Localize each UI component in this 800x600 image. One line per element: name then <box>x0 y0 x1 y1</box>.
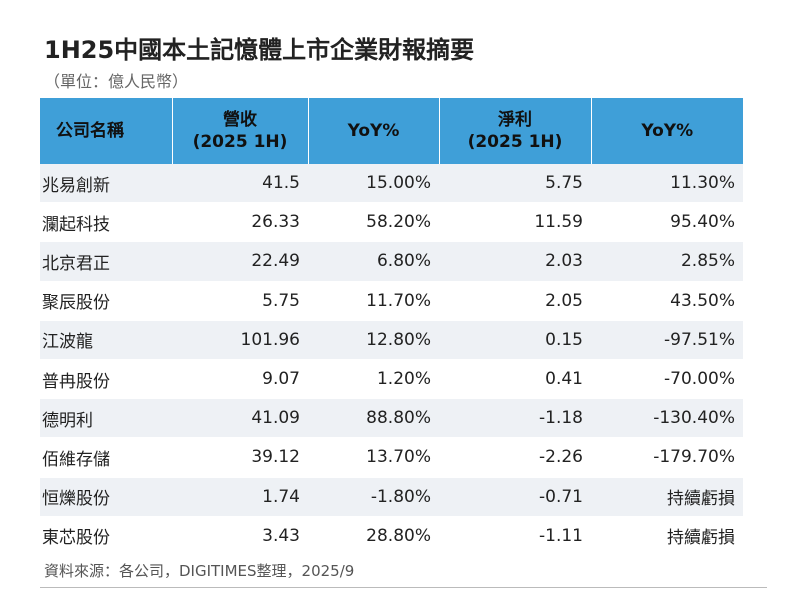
revenue-yoy-cell: -1.80% <box>308 477 439 517</box>
source-note: 資料來源：各公司，DIGITIMES整理，2025/9 <box>44 562 355 580</box>
revenue-cell: 5.75 <box>172 281 308 321</box>
revenue-yoy-cell: 88.80% <box>308 398 439 439</box>
company-name-cell: 佰維存儲 <box>40 437 172 478</box>
table-row: 佰維存儲 39.12 13.70% -2.26 -179.70% <box>40 437 743 478</box>
company-name-cell: 恒爍股份 <box>40 477 172 517</box>
table-row: 德明利 41.09 88.80% -1.18 -130.40% <box>40 398 743 439</box>
net-profit-cell: -1.18 <box>439 398 591 439</box>
header-label-line: 營收 <box>223 110 257 130</box>
revenue-yoy-cell: 1.20% <box>308 359 439 400</box>
company-name-cell: 瀾起科技 <box>40 202 172 243</box>
header-company-name: 公司名稱 <box>40 98 173 164</box>
company-name-cell: 德明利 <box>40 398 172 439</box>
company-name-cell: 北京君正 <box>40 241 172 282</box>
table-row: 聚辰股份 5.75 11.70% 2.05 43.50% <box>40 281 743 321</box>
table-body: 兆易創新 41.5 15.00% 5.75 11.30% 瀾起科技 26.33 58.20% 1… <box>40 164 743 556</box>
chart-title: 1H25中國本土記憶體上市企業財報摘要 <box>44 36 475 64</box>
net-profit-cell: 2.05 <box>439 281 591 321</box>
header-net-profit-yoy: YoY% <box>591 98 743 164</box>
table-row: 東芯股份 3.43 28.80% -1.11 持續虧損 <box>40 516 743 556</box>
net-profit-yoy-cell: -97.51% <box>591 320 743 360</box>
revenue-yoy-cell: 12.80% <box>308 320 439 360</box>
revenue-cell: 9.07 <box>172 359 308 400</box>
revenue-cell: 3.43 <box>172 516 308 556</box>
net-profit-yoy-cell: -179.70% <box>591 437 743 478</box>
net-profit-yoy-cell: 持續虧損 <box>591 516 743 556</box>
header-label-line: 公司名稱 <box>56 121 124 141</box>
company-name-cell: 聚辰股份 <box>40 281 172 321</box>
revenue-cell: 39.12 <box>172 437 308 478</box>
table-row: 普冉股份 9.07 1.20% 0.41 -70.00% <box>40 359 743 400</box>
table-row: 瀾起科技 26.33 58.20% 11.59 95.40% <box>40 202 743 243</box>
header-revenue-yoy: YoY% <box>308 98 440 164</box>
table-header-row: 公司名稱 營收 (2025 1H) YoY% 淨利 (2025 1H) YoY% <box>40 98 743 164</box>
net-profit-cell: -0.71 <box>439 477 591 517</box>
unit-note: （單位：億人民幣） <box>44 72 189 91</box>
company-name-cell: 兆易創新 <box>40 164 172 204</box>
revenue-yoy-cell: 6.80% <box>308 241 439 282</box>
revenue-cell: 26.33 <box>172 202 308 243</box>
net-profit-cell: -2.26 <box>439 437 591 478</box>
net-profit-cell: -1.11 <box>439 516 591 556</box>
revenue-cell: 41.5 <box>172 164 308 204</box>
company-name-cell: 東芯股份 <box>40 516 172 556</box>
revenue-cell: 101.96 <box>172 320 308 360</box>
table-row: 兆易創新 41.5 15.00% 5.75 11.30% <box>40 164 743 204</box>
net-profit-yoy-cell: 43.50% <box>591 281 743 321</box>
net-profit-cell: 0.15 <box>439 320 591 360</box>
header-label-line: YoY% <box>641 121 694 141</box>
header-revenue: 營收 (2025 1H) <box>172 98 309 164</box>
revenue-yoy-cell: 15.00% <box>308 164 439 204</box>
net-profit-cell: 0.41 <box>439 359 591 400</box>
revenue-cell: 22.49 <box>172 241 308 282</box>
revenue-cell: 1.74 <box>172 477 308 517</box>
header-label-line: (2025 1H) <box>467 132 563 152</box>
net-profit-yoy-cell: -70.00% <box>591 359 743 400</box>
table-row: 江波龍 101.96 12.80% 0.15 -97.51% <box>40 320 743 360</box>
financial-summary-table: 公司名稱 營收 (2025 1H) YoY% 淨利 (2025 1H) YoY% 兆易創新 4… <box>40 98 743 556</box>
net-profit-yoy-cell: 95.40% <box>591 202 743 243</box>
revenue-yoy-cell: 58.20% <box>308 202 439 243</box>
revenue-yoy-cell: 28.80% <box>308 516 439 556</box>
company-name-cell: 江波龍 <box>40 320 172 360</box>
net-profit-yoy-cell: -130.40% <box>591 398 743 439</box>
net-profit-yoy-cell: 11.30% <box>591 164 743 204</box>
header-label-line: (2025 1H) <box>192 132 288 152</box>
bottom-divider <box>40 587 767 588</box>
table-row: 恒爍股份 1.74 -1.80% -0.71 持續虧損 <box>40 477 743 517</box>
company-name-cell: 普冉股份 <box>40 359 172 400</box>
header-net-profit: 淨利 (2025 1H) <box>439 98 592 164</box>
table-row: 北京君正 22.49 6.80% 2.03 2.85% <box>40 241 743 282</box>
revenue-yoy-cell: 13.70% <box>308 437 439 478</box>
revenue-cell: 41.09 <box>172 398 308 439</box>
net-profit-yoy-cell: 持續虧損 <box>591 477 743 517</box>
revenue-yoy-cell: 11.70% <box>308 281 439 321</box>
header-label-line: 淨利 <box>498 110 532 130</box>
net-profit-cell: 5.75 <box>439 164 591 204</box>
header-label-line: YoY% <box>347 121 400 141</box>
net-profit-yoy-cell: 2.85% <box>591 241 743 282</box>
net-profit-cell: 2.03 <box>439 241 591 282</box>
net-profit-cell: 11.59 <box>439 202 591 243</box>
